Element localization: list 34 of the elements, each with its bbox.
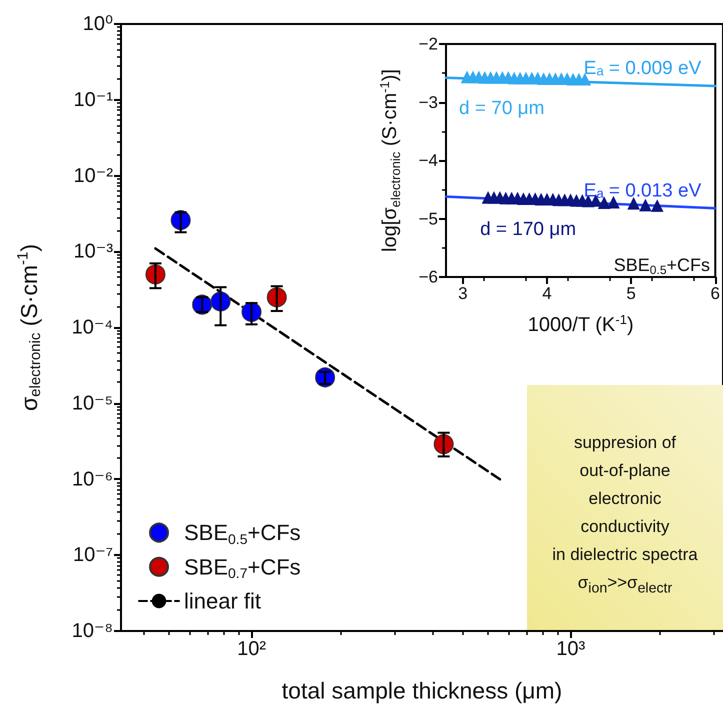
series-label: d = 70 μm [459, 98, 544, 120]
y-tick-label: 10⁻⁷ [72, 544, 113, 566]
x-axis-title: total sample thickness (μm) [282, 678, 562, 704]
x-tick-label: 4 [542, 284, 552, 303]
point [639, 199, 652, 212]
x-tick-label: 5 [626, 284, 636, 303]
y-tick-label: 10⁻³ [74, 240, 114, 263]
x-tick-label: 10³ [556, 638, 586, 660]
series-label: d = 170 μm [480, 218, 576, 240]
note-box: suppresion of out-of-plane electronic conductivity in dielectric spectra σ$_{ion}$>>σ$_{electr}$ [527, 385, 723, 630]
series-label: Eₐ = 0.013 eV [584, 180, 702, 202]
point [651, 200, 664, 212]
point [598, 197, 610, 210]
point [628, 198, 640, 210]
y-tick-label: 10⁻² [74, 164, 114, 187]
y-tick-label: 10⁻⁶ [72, 468, 113, 490]
point [607, 196, 620, 208]
y-tick-label: −2 [418, 34, 438, 54]
y-tick-label: −3 [418, 92, 438, 112]
x-tick-label: 6 [710, 284, 720, 303]
x-tick-label: 10² [237, 638, 266, 660]
y-axis-title: σelectronic (S·cm-1) [14, 244, 44, 412]
y-tick-label: 10⁻⁵ [72, 392, 113, 414]
y-axis-title: log[σelectronic (S·cm-1)] [377, 69, 403, 252]
y-tick-label: 10⁻¹ [74, 88, 114, 111]
y-tick-label: −4 [418, 151, 438, 170]
legend-label: linear fit [184, 588, 262, 614]
y-tick-label: 10⁻⁴ [72, 316, 113, 338]
y-tick-label: −5 [418, 209, 438, 228]
y-tick-label: 10⁻⁸ [72, 620, 113, 642]
y-tick-label: −6 [418, 268, 438, 286]
y-tick-label: 10⁰ [82, 13, 113, 35]
series-label: Eₐ = 0.009 eV [584, 58, 702, 79]
x-tick-label: 3 [458, 284, 468, 303]
